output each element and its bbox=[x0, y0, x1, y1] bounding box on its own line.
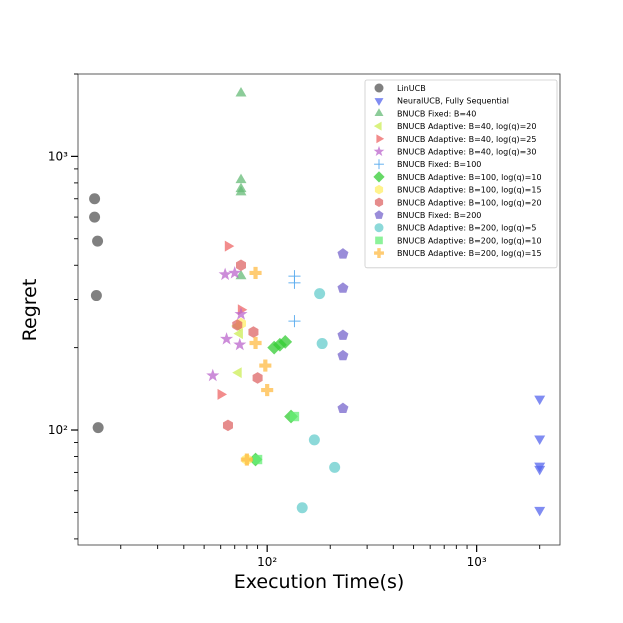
legend-marker bbox=[374, 223, 384, 233]
legend-marker bbox=[374, 108, 384, 116]
y-axis-label: Regret bbox=[19, 279, 41, 342]
legend-marker bbox=[373, 171, 385, 183]
data-point bbox=[337, 248, 349, 259]
data-point bbox=[217, 388, 228, 400]
legend-entry: BNUCB Adaptive: B=200, log(q)=5 bbox=[397, 224, 536, 233]
data-point bbox=[206, 368, 220, 382]
data-point bbox=[218, 267, 232, 281]
data-point bbox=[289, 411, 300, 422]
data-point bbox=[534, 465, 546, 476]
legend-entry: NeuralUCB, Fully Sequential bbox=[397, 97, 509, 106]
legend-marker bbox=[374, 248, 384, 259]
legend-marker bbox=[374, 83, 384, 93]
legend-marker bbox=[373, 121, 382, 131]
x-axis-label: Execution Time(s) bbox=[234, 571, 405, 593]
legend-marker bbox=[374, 210, 384, 219]
legend-box bbox=[364, 79, 558, 269]
data-point bbox=[236, 259, 246, 272]
legend-entry: BNUCB Adaptive: B=200, log(q)=15 bbox=[397, 249, 542, 258]
data-point bbox=[249, 336, 262, 350]
data-point bbox=[329, 461, 341, 473]
legend-entry: LinUCB bbox=[397, 84, 426, 93]
y-tick-label: 10² bbox=[48, 423, 68, 437]
legend-entry: BNUCB Fixed: B=200 bbox=[397, 211, 481, 220]
data-point bbox=[252, 454, 263, 465]
legend-marker bbox=[374, 184, 384, 195]
data-point bbox=[337, 282, 349, 293]
data-point bbox=[267, 340, 282, 355]
data-point bbox=[534, 435, 546, 445]
data-point bbox=[235, 86, 247, 97]
legend-entry: BNUCB Fixed: B=40 bbox=[397, 109, 476, 118]
legend-entry: BNUCB Adaptive: B=40, log(q)=25 bbox=[397, 135, 536, 144]
legend-entry: BNUCB Fixed: B=100 bbox=[397, 160, 481, 169]
legend-marker bbox=[376, 134, 385, 144]
legend-entry: BNUCB Adaptive: B=200, log(q)=10 bbox=[397, 236, 542, 245]
x-tick-label: 10³ bbox=[467, 555, 487, 569]
data-point bbox=[278, 334, 293, 349]
legend-marker bbox=[373, 145, 385, 157]
data-point bbox=[228, 266, 242, 279]
data-point bbox=[232, 319, 243, 331]
data-point bbox=[248, 326, 259, 338]
data-point bbox=[92, 235, 104, 247]
axis-ticks: 10² 10³ 10² 10³ bbox=[48, 73, 541, 569]
data-point bbox=[222, 419, 233, 432]
data-point bbox=[252, 372, 263, 384]
data-point bbox=[261, 383, 274, 397]
data-point bbox=[89, 211, 101, 223]
data-point bbox=[337, 402, 349, 414]
legend-entry: BNUCB Adaptive: B=40, log(q)=20 bbox=[397, 122, 536, 131]
data-point bbox=[224, 240, 235, 252]
legend-entry: BNUCB Adaptive: B=100, log(q)=20 bbox=[397, 198, 542, 207]
data-point bbox=[288, 315, 301, 328]
data-point bbox=[314, 288, 326, 300]
data-points bbox=[89, 86, 546, 517]
data-point bbox=[235, 185, 247, 196]
data-point bbox=[534, 506, 546, 517]
data-point bbox=[308, 434, 320, 446]
legend-marker bbox=[375, 236, 383, 245]
legend: LinUCB NeuralUCB, Fully Sequential BNUCB F… bbox=[364, 79, 558, 269]
y-tick-label: 10³ bbox=[48, 149, 68, 163]
legend-entry: BNUCB Adaptive: B=100, log(q)=10 bbox=[397, 173, 542, 182]
data-point bbox=[534, 395, 546, 406]
legend-marker bbox=[374, 98, 384, 106]
x-tick-label: 10² bbox=[257, 555, 277, 569]
legend-marker bbox=[374, 197, 384, 208]
data-point bbox=[234, 307, 248, 320]
data-point bbox=[220, 332, 234, 345]
data-point bbox=[233, 328, 243, 340]
data-point bbox=[240, 453, 253, 466]
data-point bbox=[89, 193, 101, 205]
data-point bbox=[249, 266, 262, 279]
data-point bbox=[316, 338, 328, 350]
data-point bbox=[296, 502, 308, 514]
legend-marker bbox=[374, 159, 384, 170]
data-point bbox=[288, 276, 301, 289]
data-point bbox=[337, 349, 349, 361]
legend-entry: BNUCB Adaptive: B=40, log(q)=30 bbox=[397, 148, 536, 157]
data-point bbox=[233, 337, 247, 351]
data-point bbox=[232, 367, 242, 379]
data-point bbox=[337, 329, 349, 340]
data-point bbox=[273, 337, 287, 352]
data-point bbox=[92, 422, 104, 434]
data-point bbox=[259, 359, 272, 372]
legend-entry: BNUCB Adaptive: B=100, log(q)=15 bbox=[397, 186, 542, 195]
data-point bbox=[90, 290, 102, 302]
data-point bbox=[235, 173, 247, 184]
